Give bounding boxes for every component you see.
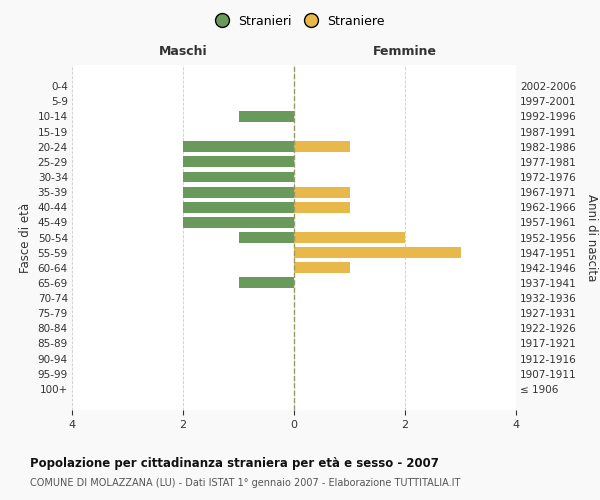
Bar bbox=[183, 217, 294, 228]
Text: Maschi: Maschi bbox=[158, 45, 208, 58]
Y-axis label: Fasce di età: Fasce di età bbox=[19, 202, 32, 272]
Bar bbox=[294, 186, 349, 198]
Bar bbox=[294, 262, 349, 273]
Bar bbox=[294, 232, 405, 243]
Bar bbox=[239, 232, 294, 243]
Bar bbox=[239, 278, 294, 288]
Bar bbox=[183, 156, 294, 168]
Bar bbox=[183, 186, 294, 198]
Legend: Stranieri, Straniere: Stranieri, Straniere bbox=[212, 11, 388, 32]
Text: COMUNE DI MOLAZZANA (LU) - Dati ISTAT 1° gennaio 2007 - Elaborazione TUTTITALIA.: COMUNE DI MOLAZZANA (LU) - Dati ISTAT 1°… bbox=[30, 478, 460, 488]
Bar bbox=[294, 247, 461, 258]
Y-axis label: Anni di nascita: Anni di nascita bbox=[585, 194, 598, 281]
Bar bbox=[183, 141, 294, 152]
Bar bbox=[294, 141, 349, 152]
Bar bbox=[294, 202, 349, 212]
Bar bbox=[183, 202, 294, 212]
Bar bbox=[183, 172, 294, 182]
Bar bbox=[239, 111, 294, 122]
Text: Popolazione per cittadinanza straniera per età e sesso - 2007: Popolazione per cittadinanza straniera p… bbox=[30, 458, 439, 470]
Text: Femmine: Femmine bbox=[373, 45, 437, 58]
